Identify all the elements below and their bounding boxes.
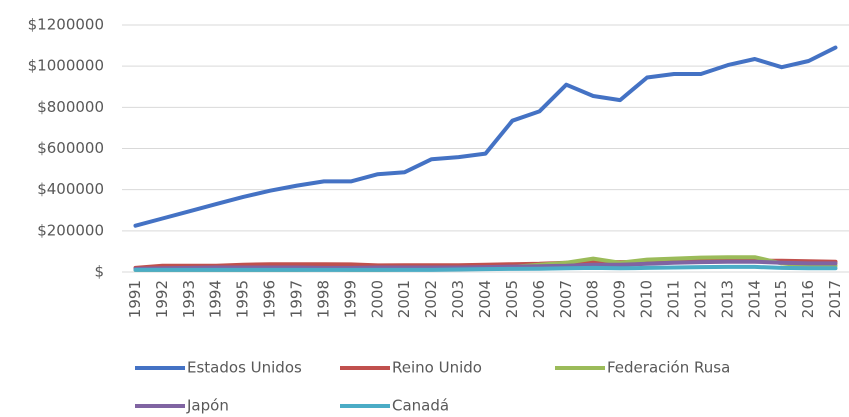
x-tick-label: 2006 — [530, 280, 548, 318]
x-tick-label: 2005 — [503, 280, 521, 318]
y-tick-label: $400000 — [37, 180, 104, 198]
series-line — [133, 45, 838, 228]
x-tick-label: 2008 — [584, 280, 602, 318]
y-tick-label: $200000 — [37, 221, 104, 239]
x-tick-label: 1998 — [314, 280, 332, 318]
x-tick-label: 1992 — [153, 280, 171, 318]
x-tick-label: 2002 — [422, 280, 440, 318]
x-tick-label: 2012 — [691, 280, 709, 318]
legend-label: Japón — [186, 397, 229, 415]
x-tick-label: 2000 — [368, 280, 386, 318]
x-tick-label: 2003 — [449, 280, 467, 318]
x-tick-label: 2004 — [476, 280, 494, 318]
x-tick-label: 1994 — [207, 280, 225, 318]
y-tick-label: $600000 — [37, 139, 104, 157]
legend-label: Canadá — [392, 397, 449, 415]
legend-label: Estados Unidos — [187, 359, 302, 377]
x-tick-label: 2011 — [664, 280, 682, 318]
x-tick-label: 2009 — [611, 280, 629, 318]
legend-label: Reino Unido — [392, 359, 482, 377]
y-tick-label: $1200000 — [28, 16, 104, 34]
x-tick-label: 2010 — [638, 280, 656, 318]
x-tick-label: 2001 — [395, 280, 413, 318]
x-tick-label: 2013 — [718, 280, 736, 318]
legend-label: Federación Rusa — [607, 359, 730, 377]
x-tick-label: 2007 — [557, 280, 575, 318]
y-tick-label: $1000000 — [28, 57, 104, 75]
x-tick-label: 2017 — [826, 280, 844, 318]
x-tick-label: 2016 — [799, 280, 817, 318]
x-tick-label: 1991 — [126, 280, 144, 318]
x-tick-label: 2015 — [772, 280, 790, 318]
x-tick-label: 1997 — [288, 280, 306, 318]
y-tick-label: $ — [94, 263, 104, 281]
y-tick-label: $800000 — [37, 98, 104, 116]
x-tick-label: 1996 — [261, 280, 279, 318]
x-tick-label: 1993 — [180, 280, 198, 318]
x-tick-label: 2014 — [745, 280, 763, 318]
series-line — [133, 264, 838, 272]
x-tick-label: 1999 — [341, 280, 359, 318]
x-tick-label: 1995 — [234, 280, 252, 318]
